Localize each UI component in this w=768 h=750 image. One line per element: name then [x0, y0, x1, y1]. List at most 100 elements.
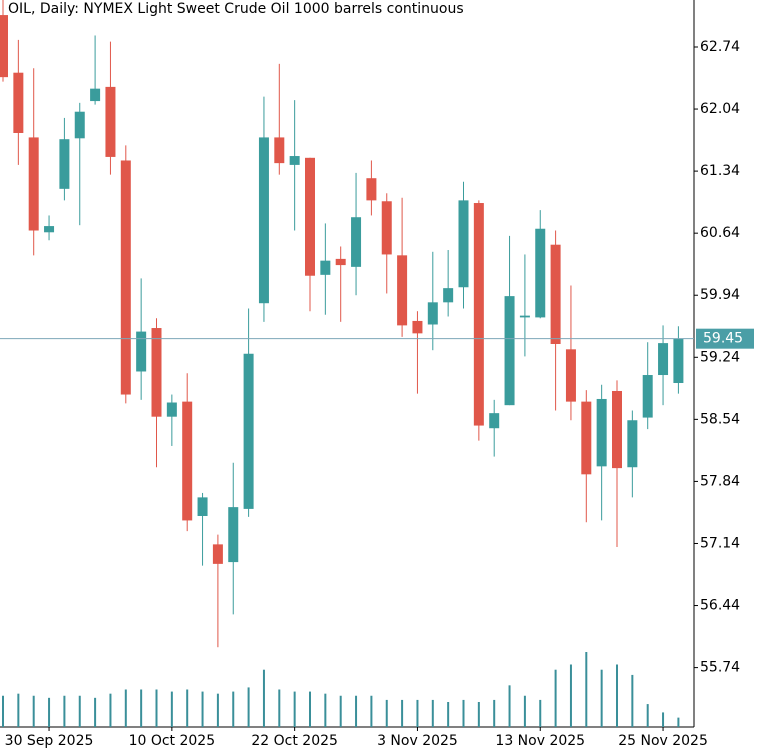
volume-bar: [339, 695, 342, 727]
volume-bar: [662, 712, 665, 727]
candle-body: [120, 160, 131, 395]
candle-body: [581, 401, 592, 475]
candle-body: [182, 401, 193, 521]
y-tick-label: 57.84: [700, 473, 740, 489]
candle-body: [381, 201, 392, 255]
candle-body: [642, 375, 653, 418]
volume-bar: [170, 691, 173, 727]
volume-bar: [278, 689, 281, 727]
candle-body: [274, 137, 285, 164]
x-tick-label: 3 Nov 2025: [377, 733, 458, 749]
volume-bar: [508, 685, 511, 727]
volume-bar: [186, 689, 189, 727]
volume-bar: [370, 695, 373, 727]
volume-bar: [677, 717, 680, 727]
volume-bar: [32, 695, 35, 727]
candle-body: [212, 544, 223, 564]
volume-bar: [216, 693, 219, 727]
volume-bar: [262, 669, 265, 727]
candle-body: [305, 157, 315, 276]
candle-body: [504, 296, 515, 406]
volume-bar: [385, 699, 388, 727]
candle-body: [151, 328, 162, 417]
candle-body: [397, 255, 408, 326]
x-tick-label: 25 Nov 2025: [618, 733, 708, 749]
y-tick-label: 62.74: [700, 39, 740, 55]
volume-bar: [631, 674, 634, 727]
volume-bar: [401, 699, 404, 727]
volume-bar: [140, 689, 143, 727]
candle-body: [0, 15, 8, 78]
candle-body: [658, 343, 669, 376]
candle-body: [458, 200, 469, 288]
volume-bar: [523, 695, 526, 727]
volume-bar: [94, 697, 97, 727]
y-tick-label: 62.04: [700, 101, 740, 117]
y-tick-label: 58.54: [700, 411, 740, 427]
candle-body: [550, 244, 561, 344]
candle-body: [427, 302, 438, 325]
candle-body: [105, 86, 116, 157]
candle-body: [612, 390, 622, 469]
candle-body: [320, 260, 331, 275]
candle-body: [596, 398, 607, 467]
volume-bar: [293, 691, 296, 727]
volume-bar: [431, 699, 434, 727]
volume-bar: [554, 669, 557, 727]
candle-body: [166, 402, 177, 417]
volume-bar: [477, 702, 480, 727]
y-tick-label: 59.94: [700, 287, 740, 303]
x-tick-label: 30 Sep 2025: [5, 733, 94, 749]
candle-body: [258, 137, 269, 304]
volume-bar: [309, 691, 311, 727]
candle-body: [28, 137, 39, 231]
candle-body: [289, 156, 300, 165]
candle-body: [243, 353, 254, 509]
volume-bar: [416, 699, 419, 727]
y-tick-label: 61.34: [700, 163, 740, 179]
candle-body: [59, 139, 70, 189]
y-tick-label: 57.14: [700, 535, 740, 551]
candle-body: [197, 497, 208, 516]
volume-bar: [569, 664, 572, 727]
volume-bar: [124, 689, 127, 727]
candle-body: [519, 315, 530, 318]
candle-body: [228, 507, 239, 563]
candle-body: [136, 331, 147, 372]
volume-bar: [155, 689, 158, 727]
y-tick-label: 55.74: [700, 660, 740, 676]
candle-body: [335, 258, 346, 266]
candle-body: [489, 413, 500, 429]
volume-bar: [539, 699, 542, 727]
volume-bar: [2, 695, 4, 727]
candle-body: [90, 88, 101, 102]
last-price-box: [696, 328, 754, 349]
volume-bar: [232, 691, 235, 727]
candle-body: [366, 178, 377, 201]
candle-body: [351, 217, 362, 267]
candle-body: [412, 320, 423, 334]
volume-bar: [616, 664, 618, 727]
last-price-label: 59.45: [703, 331, 743, 347]
volume-bar: [447, 702, 450, 727]
candle-body: [13, 72, 24, 133]
volume-bar: [48, 697, 51, 727]
y-tick-label: 60.64: [700, 225, 740, 241]
x-tick-label: 10 Oct 2025: [129, 733, 216, 749]
candle-body: [473, 203, 484, 426]
volume-bar: [63, 695, 66, 727]
candle-body: [74, 111, 85, 139]
volume-bar: [17, 693, 20, 727]
volume-bar: [646, 704, 649, 727]
x-tick-label: 22 Oct 2025: [251, 733, 338, 749]
volume-bar: [600, 669, 603, 727]
candle-body: [627, 420, 638, 468]
volume-bar: [247, 687, 250, 727]
candle-body: [535, 228, 546, 318]
volume-bar: [78, 695, 81, 727]
candle-body: [44, 226, 55, 233]
volume-bar: [493, 699, 496, 727]
candle-body: [673, 338, 684, 384]
volume-bar: [109, 693, 112, 727]
